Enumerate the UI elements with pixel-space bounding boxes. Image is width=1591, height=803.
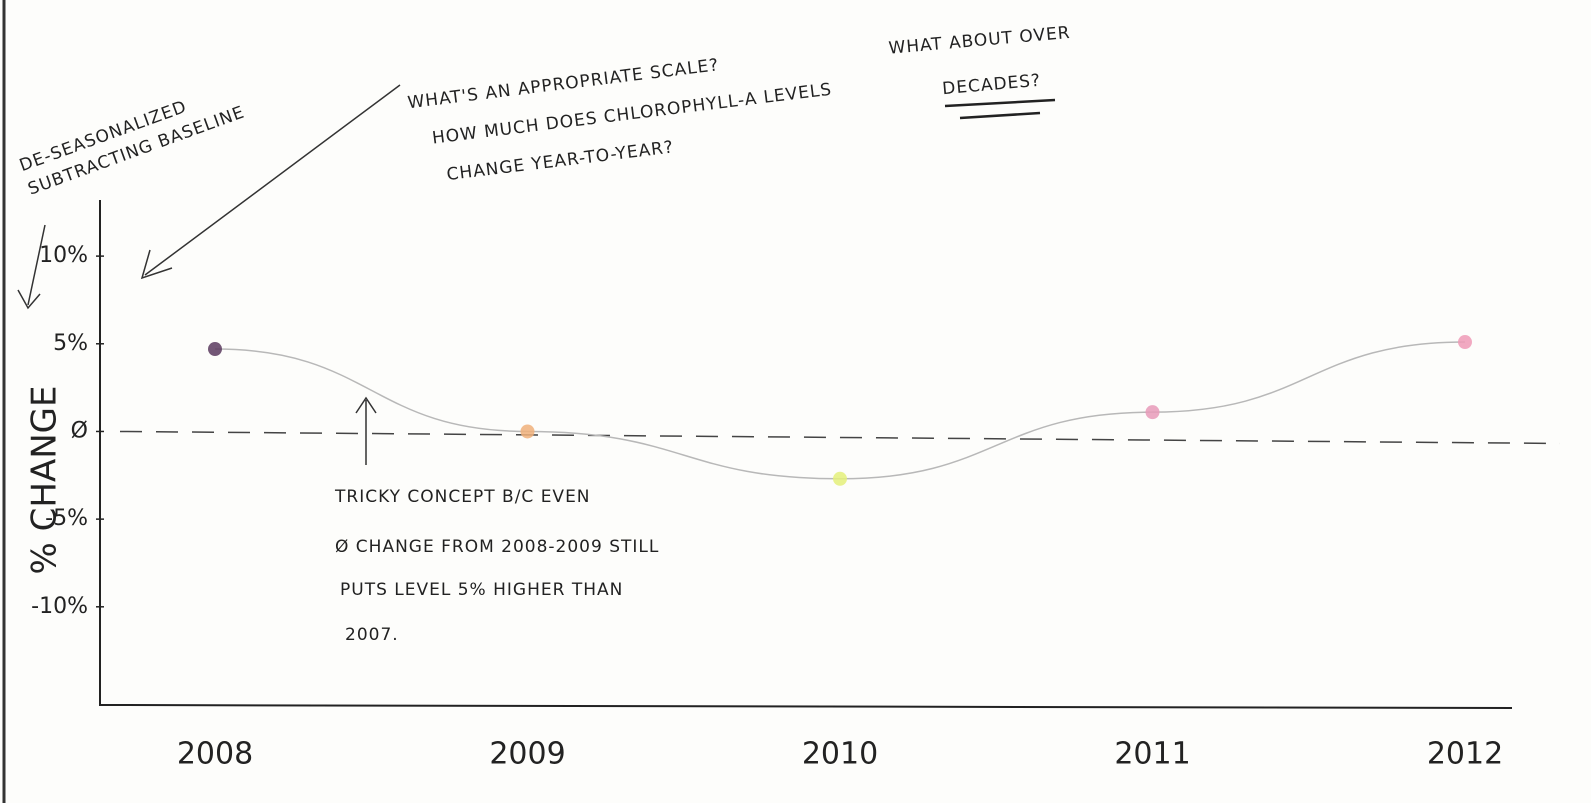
y-tick-label: -5%: [45, 506, 88, 531]
data-point: [208, 342, 222, 357]
axes: [99, 200, 1513, 709]
underline: [944, 98, 1056, 120]
reference-line: [119, 430, 1561, 445]
x-tick-label: 2010: [802, 737, 878, 772]
y-tick-label: 5%: [53, 331, 88, 356]
annotation-line: 2007.: [345, 625, 399, 645]
data-point: [520, 424, 535, 439]
y-tick-label: -10%: [31, 594, 88, 619]
x-tick-label: 2008: [177, 737, 253, 772]
y-tick-label: Ø: [71, 418, 88, 443]
arrow: [17, 224, 46, 310]
y-tick-label: 10%: [39, 243, 88, 268]
annotation: TRICKY CONCEPT B/C EVEN Ø CHANGE FROM 20…: [334, 487, 659, 645]
arrow: [355, 396, 377, 465]
data-point: [1458, 335, 1472, 350]
y-axis-label: % CHANGE: [25, 386, 65, 575]
x-tick-label: 2012: [1427, 737, 1503, 772]
x-tick-label: 2009: [489, 737, 565, 772]
data-point: [833, 471, 847, 486]
annotation-line: TRICKY CONCEPT B/C EVEN: [334, 487, 591, 507]
data-point: [1145, 405, 1160, 420]
annotation-line: Ø CHANGE FROM 2008-2009 STILL: [335, 537, 659, 557]
annotation-line: PUTS LEVEL 5% HIGHER THAN: [340, 580, 623, 600]
arrow: [140, 84, 401, 280]
x-tick-label: 2011: [1114, 737, 1190, 772]
